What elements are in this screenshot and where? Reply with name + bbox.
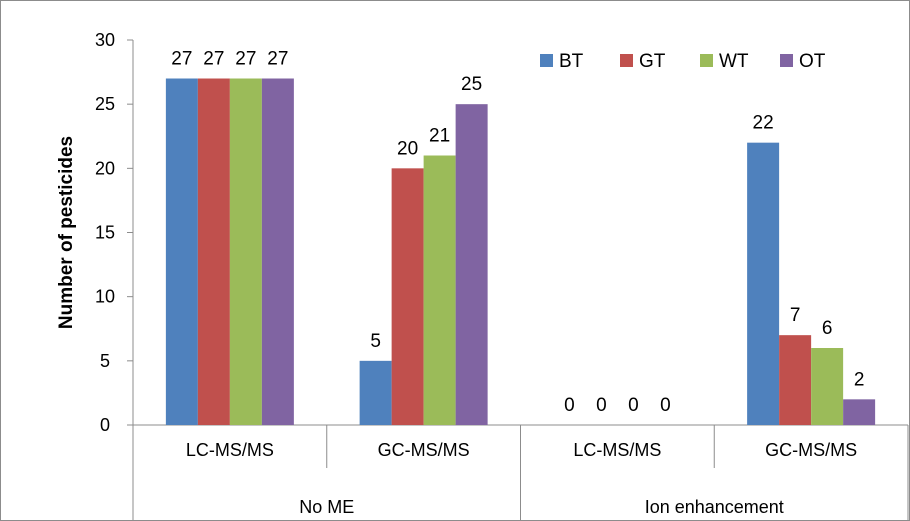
data-label-wt: 27	[235, 49, 256, 70]
y-tick-label: 10	[95, 287, 115, 307]
data-label-bt: 5	[370, 331, 381, 352]
bar-gt	[197, 78, 230, 425]
bar-bt	[165, 78, 198, 425]
data-label-wt: 21	[429, 126, 450, 147]
bar-wt	[811, 348, 844, 425]
legend-swatch-ot	[780, 54, 793, 67]
bar-bt	[747, 142, 780, 425]
category-label: LC-MS/MS	[573, 440, 661, 460]
bar-ot	[843, 399, 876, 425]
bar-wt	[229, 78, 262, 425]
legend-label-bt: BT	[559, 51, 584, 72]
category-label: GC-MS/MS	[765, 440, 857, 460]
data-label-ot: 27	[267, 49, 288, 70]
bar-gt	[779, 335, 812, 425]
legend-label-ot: OT	[799, 51, 826, 72]
data-label-ot: 25	[461, 74, 482, 95]
bar-bt	[359, 360, 392, 425]
data-label-ot: 2	[854, 369, 865, 390]
legend-swatch-gt	[620, 54, 633, 67]
y-tick-label: 5	[100, 351, 110, 371]
group-label: Ion enhancement	[645, 497, 784, 517]
legend-label-gt: GT	[639, 51, 666, 72]
legend-label-wt: WT	[719, 51, 749, 72]
data-label-bt: 22	[753, 113, 774, 134]
data-label-gt: 27	[203, 49, 224, 70]
data-label-bt: 27	[171, 49, 192, 70]
y-tick-label: 0	[100, 415, 110, 435]
bar-gt	[391, 168, 424, 426]
legend-swatch-bt	[540, 54, 553, 67]
y-tick-label: 30	[95, 30, 115, 50]
data-label-wt: 6	[822, 318, 833, 339]
category-label: LC-MS/MS	[186, 440, 274, 460]
data-label-gt: 20	[397, 138, 418, 159]
data-label-gt: 7	[790, 305, 801, 326]
category-label: GC-MS/MS	[378, 440, 470, 460]
bar-wt	[423, 155, 456, 425]
data-label-wt: 0	[628, 395, 639, 416]
group-label: No ME	[299, 497, 354, 517]
data-label-ot: 0	[660, 395, 671, 416]
data-label-bt: 0	[564, 395, 575, 416]
data-label-gt: 0	[596, 395, 607, 416]
y-axis-title: Number of pesticides	[56, 136, 77, 329]
bar-ot	[455, 104, 488, 426]
legend-swatch-wt	[700, 54, 713, 67]
y-tick-label: 15	[95, 223, 115, 243]
bar-ot	[261, 78, 294, 425]
y-tick-label: 20	[95, 158, 115, 178]
y-tick-label: 25	[95, 94, 115, 114]
